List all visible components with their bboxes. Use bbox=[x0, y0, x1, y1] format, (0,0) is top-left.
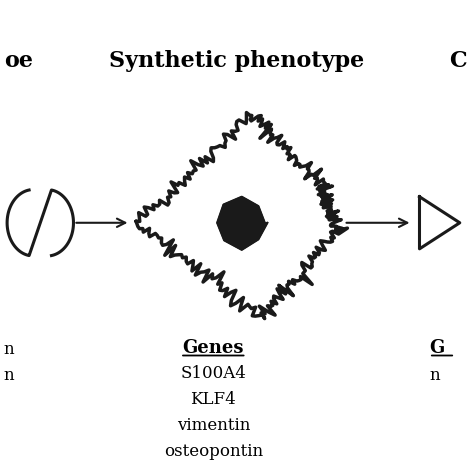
Text: oe: oe bbox=[4, 50, 33, 72]
Text: KLF4: KLF4 bbox=[191, 391, 236, 408]
Text: n: n bbox=[429, 367, 439, 384]
Polygon shape bbox=[217, 197, 267, 250]
Text: C: C bbox=[449, 50, 467, 72]
Text: n: n bbox=[4, 341, 14, 358]
Text: G: G bbox=[429, 339, 444, 357]
Polygon shape bbox=[7, 190, 73, 255]
Text: Synthetic phenotype: Synthetic phenotype bbox=[109, 50, 365, 72]
Polygon shape bbox=[419, 197, 460, 249]
Text: S100A4: S100A4 bbox=[181, 365, 246, 382]
Text: osteopontin: osteopontin bbox=[164, 443, 263, 460]
Text: n: n bbox=[4, 367, 14, 384]
Text: Genes: Genes bbox=[182, 339, 244, 357]
Polygon shape bbox=[136, 112, 347, 319]
Text: vimentin: vimentin bbox=[177, 417, 250, 434]
